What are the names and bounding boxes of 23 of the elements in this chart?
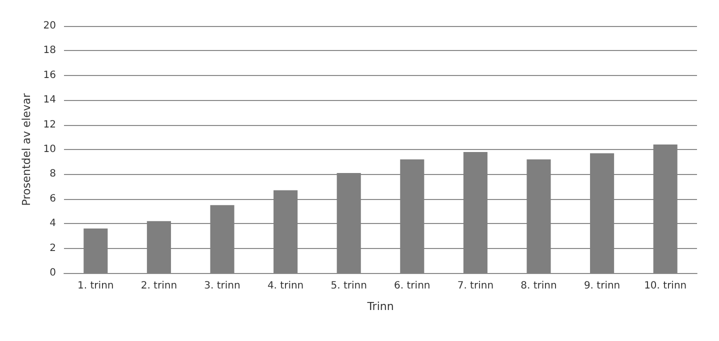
y-axis-title: Prosentdel av elevar bbox=[20, 92, 33, 206]
x-tick-label: 2. trinn bbox=[140, 280, 178, 292]
y-tick-label: 12 bbox=[43, 119, 56, 130]
y-tick-label: 16 bbox=[43, 70, 56, 81]
y-tick-label: 20 bbox=[43, 20, 56, 32]
y-tick-label: 0 bbox=[50, 268, 56, 278]
x-tick-label: 8. trinn bbox=[520, 280, 557, 292]
x-tick-label: 5. trinn bbox=[330, 280, 367, 292]
y-tick-label: 4 bbox=[50, 218, 56, 230]
y-tick-label: 18 bbox=[43, 45, 56, 56]
x-tick-label: 10. trinn bbox=[644, 280, 687, 292]
y-tick-label: 10 bbox=[43, 144, 56, 155]
x-tick-label: 4. trinn bbox=[267, 280, 304, 292]
x-tick-label: 6. trinn bbox=[394, 280, 430, 292]
y-tick-label: 8 bbox=[50, 168, 56, 180]
x-tick-label: 3. trinn bbox=[204, 280, 240, 292]
x-axis-title: Trinn bbox=[366, 300, 394, 313]
y-tick-label: 2 bbox=[50, 242, 56, 254]
y-tick-label: 14 bbox=[43, 94, 56, 106]
y-tick-label: 6 bbox=[50, 193, 56, 204]
x-tick-label: 1. trinn bbox=[78, 280, 114, 292]
x-tick-label: 9. trinn bbox=[584, 280, 620, 292]
x-tick-label: 7. trinn bbox=[457, 280, 494, 292]
